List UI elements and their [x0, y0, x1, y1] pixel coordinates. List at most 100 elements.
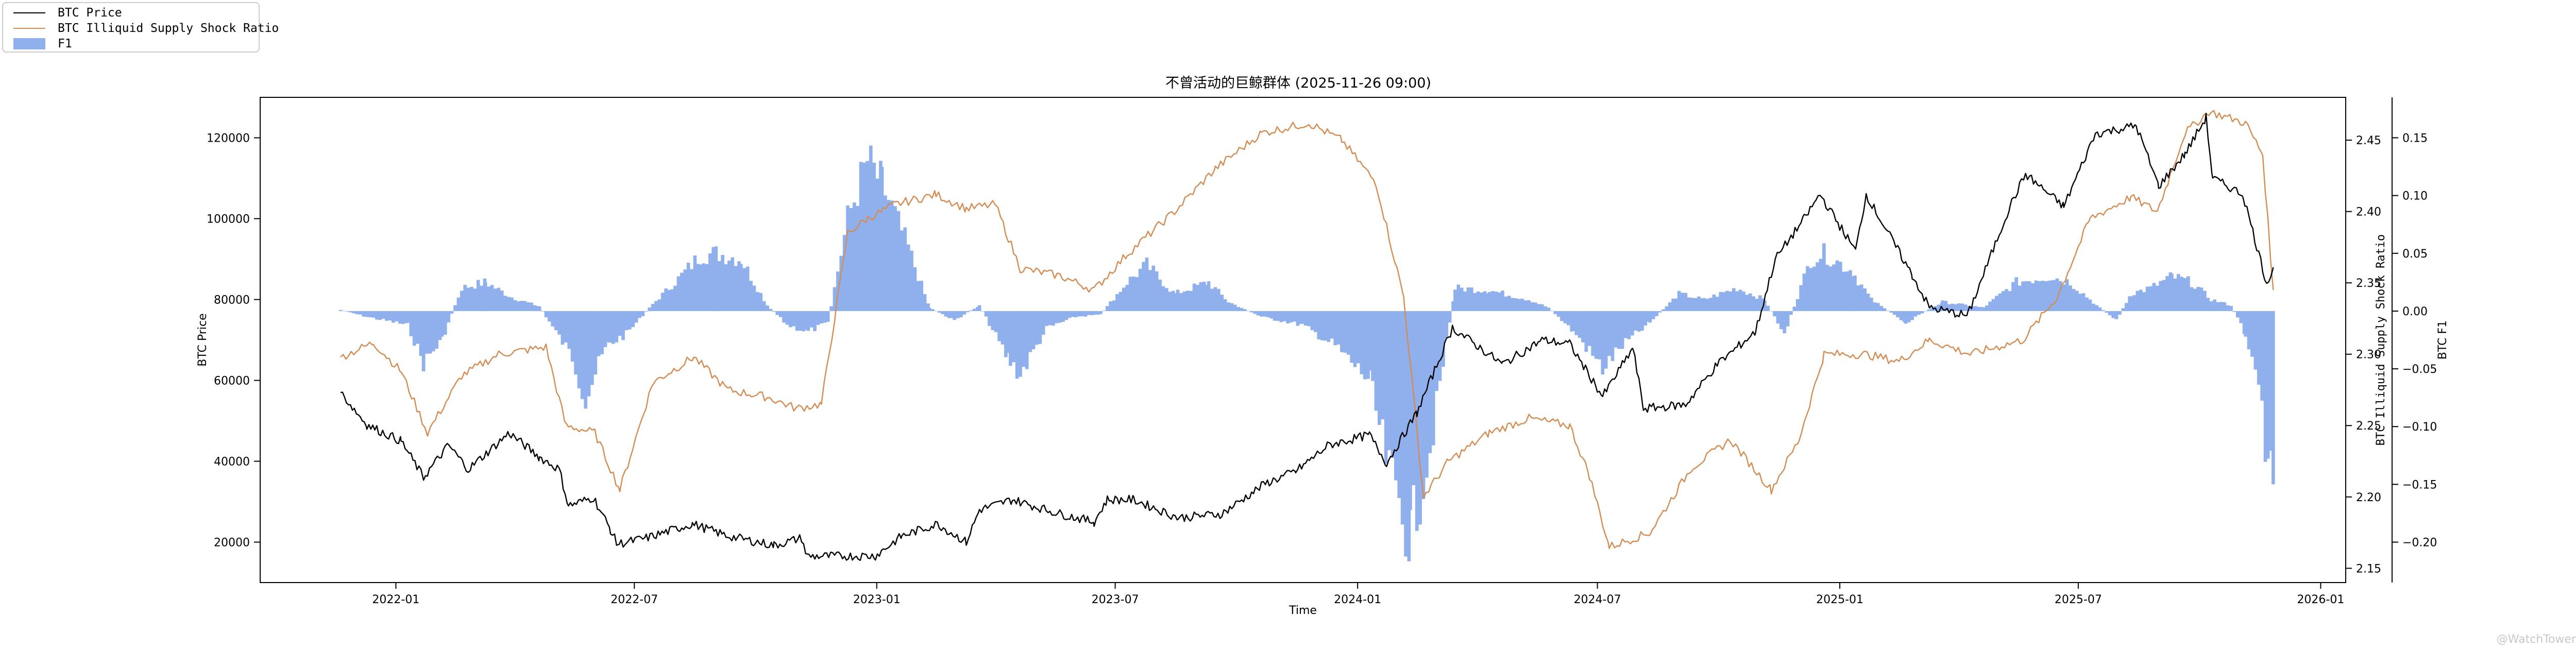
- f1-bar: [476, 280, 480, 311]
- f1-bar: [859, 162, 863, 311]
- f1-bar: [1286, 311, 1290, 323]
- f1-bar: [480, 285, 483, 311]
- f1-bar: [752, 285, 756, 311]
- f1-bar: [947, 311, 951, 318]
- f1-bar: [880, 166, 884, 311]
- f1-bar: [381, 311, 385, 319]
- f1-bar: [1584, 311, 1588, 352]
- f1-bar: [1835, 260, 1839, 311]
- y-right-outer-tick-label: 0.05: [2402, 248, 2428, 261]
- f1-bar: [470, 286, 473, 311]
- f1-bar: [1601, 311, 1605, 375]
- f1-bar: [2001, 291, 2005, 311]
- f1-bar: [608, 311, 612, 343]
- f1-bar: [1745, 295, 1749, 311]
- f1-bar: [463, 285, 467, 311]
- f1-bar: [2038, 281, 2041, 311]
- f1-bar: [972, 309, 976, 311]
- f1-bar: [1702, 298, 1706, 311]
- f1-bar: [2149, 286, 2153, 311]
- f1-bar: [547, 311, 551, 322]
- f1-bar: [997, 311, 1001, 341]
- f1-bar: [1125, 285, 1129, 311]
- f1-bar: [1687, 297, 1691, 311]
- f1-bar: [1418, 311, 1422, 525]
- y-right-inner-tick-label: 2.35: [2356, 277, 2381, 290]
- f1-bar: [1758, 295, 1762, 311]
- legend-item-f1: F1: [13, 37, 72, 51]
- f1-bar: [1210, 288, 1214, 311]
- f1-bar: [1243, 309, 1247, 311]
- f1-bar: [737, 261, 741, 311]
- f1-bar: [1681, 293, 1684, 311]
- f1-bar: [1674, 298, 1679, 311]
- y-left-tick-label: 80000: [214, 294, 250, 307]
- f1-bar: [1705, 298, 1709, 311]
- f1-bar: [1179, 293, 1183, 311]
- f1-bar: [1469, 287, 1473, 311]
- f1-bar: [2085, 297, 2089, 311]
- f1-bar: [1176, 289, 1180, 311]
- f1-bar: [875, 178, 879, 311]
- f1-bar: [564, 311, 568, 343]
- legend-item-supply-ratio: BTC Illiquid Supply Shock Ratio: [13, 21, 279, 36]
- f1-bar: [584, 311, 587, 409]
- f1-bar: [734, 266, 738, 311]
- f1-bar: [745, 266, 750, 311]
- f1-bar: [406, 311, 410, 323]
- f1-bar: [742, 268, 747, 311]
- f1-bar: [587, 311, 591, 397]
- legend: BTC Price BTC Illiquid Supply Shock Rati…: [2, 2, 279, 53]
- f1-bar: [615, 311, 619, 343]
- plot-frame: [260, 97, 2346, 583]
- f1-bar: [1460, 287, 1464, 311]
- bars-f1: [338, 145, 2275, 561]
- f1-bar: [1587, 311, 1591, 346]
- f1-bar: [1719, 292, 1722, 311]
- f1-bar: [1755, 299, 1759, 311]
- f1-bar: [1574, 311, 1578, 335]
- f1-bar: [1303, 311, 1308, 326]
- f1-bar: [594, 311, 598, 375]
- f1-bar: [1473, 293, 1477, 311]
- f1-bar: [2075, 291, 2079, 311]
- f1-bar: [1879, 305, 1883, 311]
- f1-bar: [1923, 311, 1927, 312]
- f1-bar: [1333, 311, 1337, 346]
- f1-bar: [611, 311, 615, 344]
- f1-bar: [1998, 293, 2002, 311]
- f1-bar: [1947, 304, 1951, 311]
- f1-bar: [1722, 292, 1726, 311]
- f1-bar: [2048, 280, 2053, 311]
- f1-bar: [1951, 303, 1955, 311]
- f1-bar: [673, 285, 677, 311]
- f1-bar: [1738, 289, 1742, 311]
- f1-bar: [1077, 311, 1081, 317]
- f1-bar: [1896, 311, 1900, 318]
- f1-bar: [1501, 291, 1504, 311]
- f1-bar: [1671, 298, 1675, 311]
- y-right-inner-tick-label: 2.15: [2356, 562, 2381, 575]
- f1-bar: [1693, 298, 1698, 311]
- y-right-outer-tick-label: 0.10: [2402, 190, 2428, 203]
- f1-bar: [1873, 302, 1877, 311]
- f1-bar: [2250, 311, 2254, 357]
- f1-bar: [551, 311, 555, 327]
- f1-bar: [1487, 292, 1492, 311]
- f1-bar: [1132, 276, 1136, 311]
- f1-bar: [839, 255, 843, 311]
- f1-bar: [365, 311, 369, 317]
- f1-bar: [2114, 311, 2119, 319]
- f1-bar: [1728, 291, 1733, 311]
- series-btc-price: [340, 113, 2274, 561]
- f1-bar: [795, 311, 799, 331]
- f1-bar: [359, 311, 362, 315]
- f1-bar: [1783, 311, 1786, 334]
- f1-bar: [1421, 311, 1426, 499]
- f1-bar: [1651, 311, 1655, 319]
- f1-bar: [600, 311, 604, 354]
- y-right-outer-tick-label: −0.05: [2402, 363, 2437, 376]
- f1-bar: [338, 310, 343, 311]
- f1-bar: [2005, 289, 2008, 311]
- f1-bar: [721, 254, 724, 311]
